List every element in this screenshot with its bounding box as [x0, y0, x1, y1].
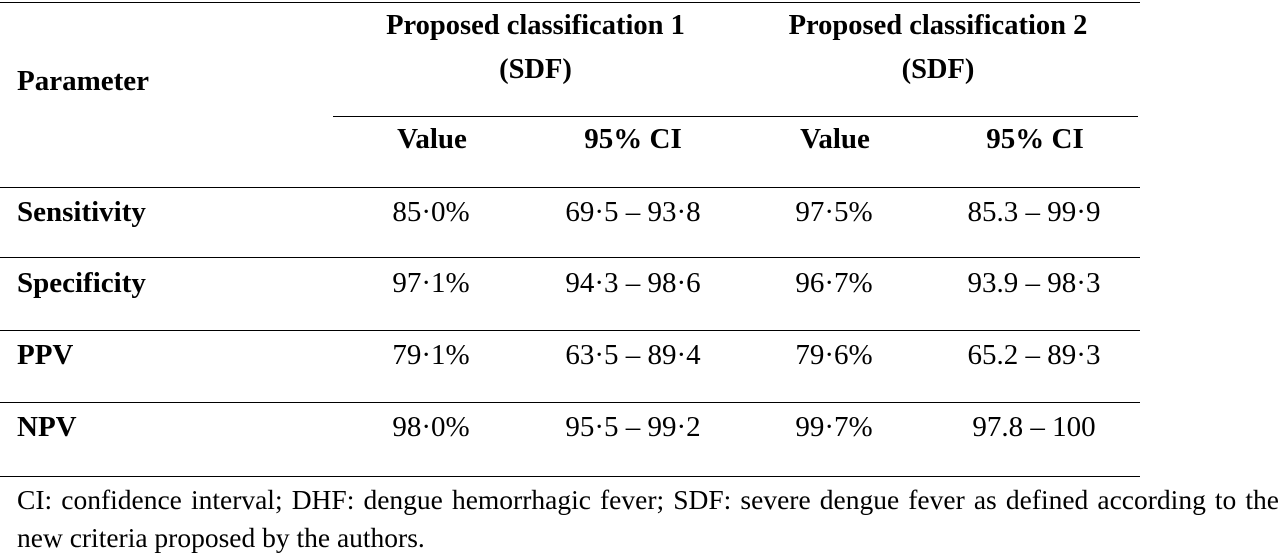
group-1-ci-header: 95% CI — [584, 123, 682, 155]
row-parameter: Specificity — [17, 267, 146, 299]
group-1-ci: 63·5 – 89·4 — [565, 339, 701, 371]
group-2-title: Proposed classification 2 — [788, 10, 1088, 41]
group-2-ci: 97.8 – 100 — [972, 411, 1096, 443]
row-rule-3 — [0, 402, 1140, 403]
row-rule-2 — [0, 330, 1140, 331]
group-1-value: 97·1% — [392, 267, 470, 299]
group-1-ci: 94·3 – 98·6 — [565, 267, 701, 299]
group-2-value: 99·7% — [795, 411, 873, 443]
group-1-subtitle: (SDF) — [499, 54, 572, 85]
group-2-subtitle: (SDF) — [901, 54, 975, 85]
group-1-title: Proposed classification 1 — [386, 10, 685, 41]
row-parameter: NPV — [17, 411, 77, 443]
group-2-value: 96·7% — [795, 267, 873, 299]
group-2-ci-header: 95% CI — [986, 123, 1084, 155]
group-2-value-header: Value — [800, 123, 870, 155]
group-2-ci: 65.2 – 89·3 — [967, 339, 1101, 371]
table-top-rule — [0, 2, 1140, 3]
table-bottom-rule — [0, 476, 1140, 477]
group-1-value: 85·0% — [392, 196, 470, 228]
group-2-value: 79·6% — [795, 339, 873, 371]
group-1-header: Proposed classification 1 (SDF) — [333, 4, 738, 92]
group-1-value: 79·1% — [392, 339, 470, 371]
group-1-ci: 69·5 – 93·8 — [565, 196, 701, 228]
parameter-column-header: Parameter — [17, 65, 150, 97]
group-1-value-header: Value — [397, 123, 467, 155]
row-parameter: Sensitivity — [17, 196, 146, 228]
table-footnote: CI: confidence interval; DHF: dengue hem… — [17, 484, 1279, 553]
subheader-rule — [333, 116, 1138, 117]
group-1-ci: 95·5 – 99·2 — [565, 411, 701, 443]
row-parameter: PPV — [17, 339, 74, 371]
group-2-header: Proposed classification 2 (SDF) — [738, 4, 1138, 92]
group-2-ci: 93.9 – 98·3 — [967, 267, 1101, 299]
group-1-value: 98·0% — [392, 411, 470, 443]
group-2-ci: 85.3 – 99·9 — [967, 196, 1101, 228]
row-rule-1 — [0, 257, 1140, 258]
header-bottom-rule — [0, 187, 1140, 188]
group-2-value: 97·5% — [795, 196, 873, 228]
